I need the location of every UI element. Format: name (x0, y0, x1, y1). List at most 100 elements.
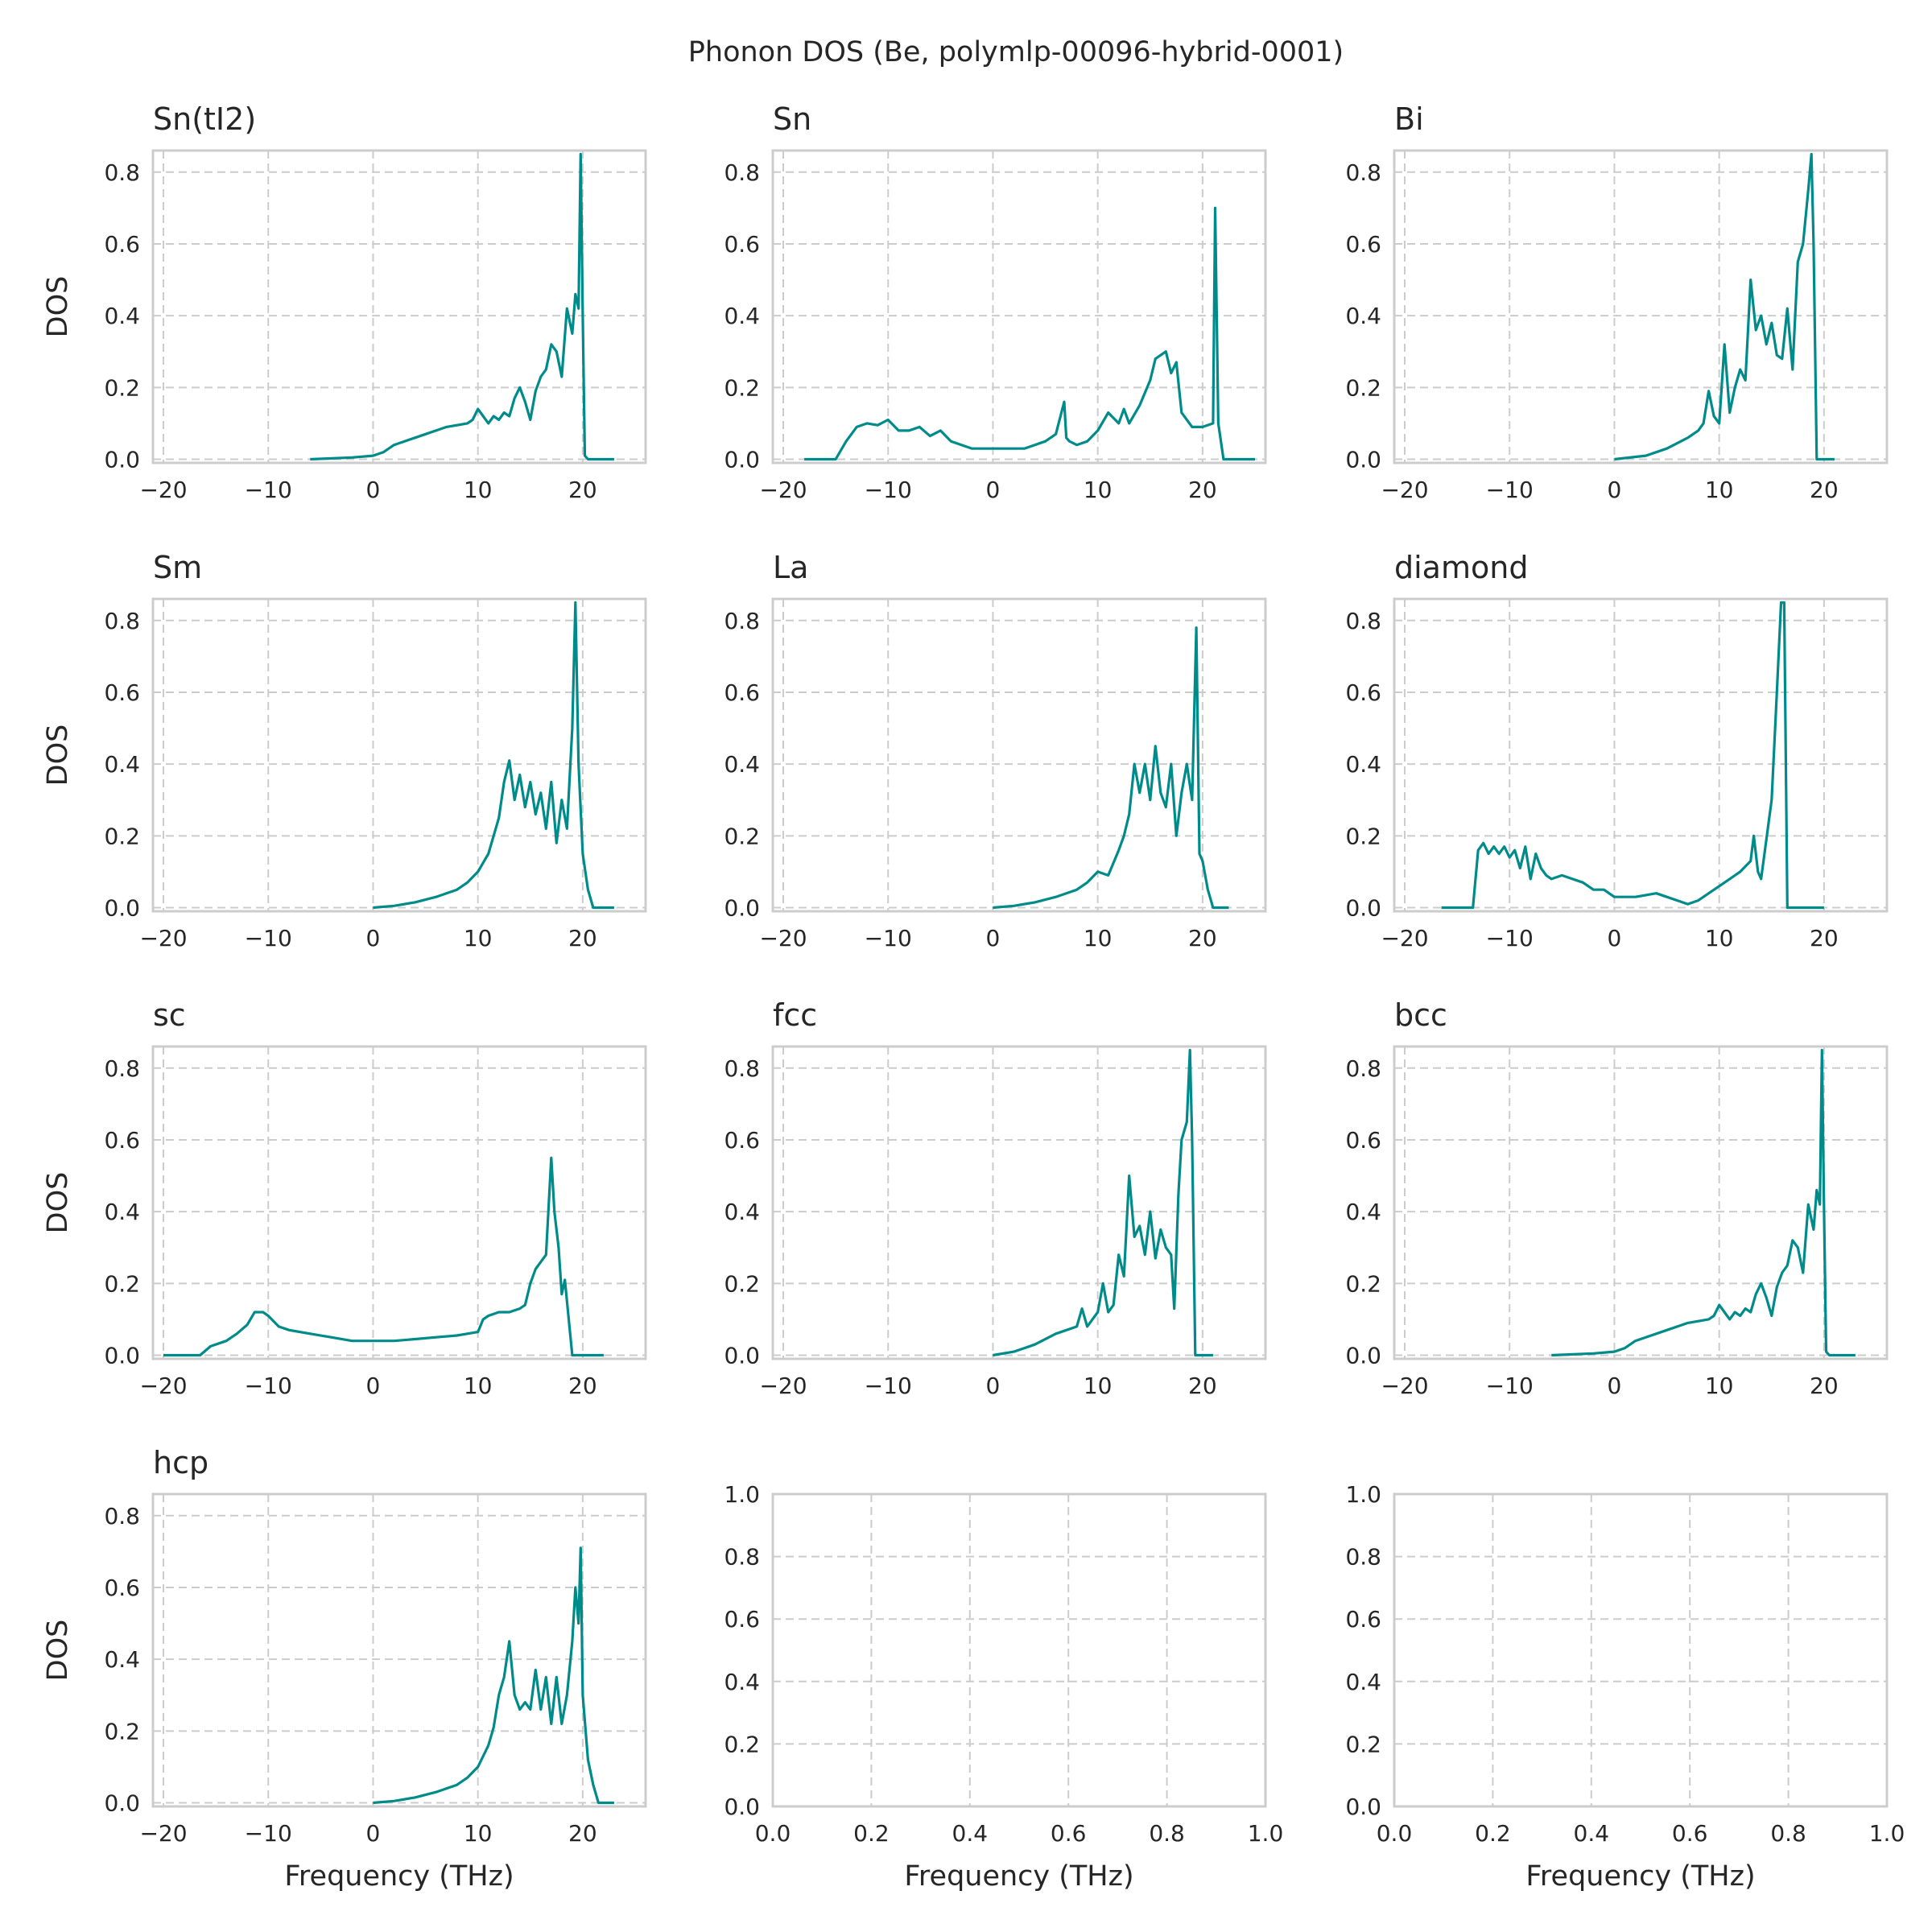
subplot-10: −20 −10 0 10 20 0.0 0.2 0.4 0.6 0.8 hcp DOS Frequenc… (42, 1445, 647, 1893)
y-tick-label: 0.4 (104, 303, 140, 329)
y-tick-label: 0.4 (104, 1199, 140, 1225)
subplot-6: −20 −10 0 10 20 0.0 0.2 0.4 0.6 0.8 diamond (1345, 550, 1889, 952)
x-tick-label: 0.6 (1672, 1820, 1708, 1847)
x-tick-label: −10 (245, 1820, 292, 1847)
x-tick-label: 20 (568, 925, 597, 952)
y-tick-label: 0.0 (724, 895, 760, 922)
x-tick-label: 10 (464, 477, 493, 503)
y-tick-label: 0.6 (1345, 679, 1381, 706)
axes-frame (771, 149, 1267, 464)
y-tick-label: 0.2 (104, 1270, 140, 1297)
y-tick-label: 0.8 (724, 608, 760, 634)
dos-line (1551, 1048, 1856, 1357)
axes-frame (151, 149, 647, 464)
dos-line (804, 206, 1255, 461)
dos-line (310, 152, 614, 461)
x-tick-label: 20 (1188, 925, 1217, 952)
x-tick-label: −10 (245, 477, 292, 503)
y-tick-label: 0.8 (724, 159, 760, 186)
x-tick-label: 20 (1810, 477, 1839, 503)
y-tick-label: 0.4 (104, 751, 140, 778)
subplot-title: fcc (773, 997, 817, 1033)
x-tick-label: −20 (759, 1373, 807, 1399)
x-tick-label: 0 (366, 477, 381, 503)
x-tick-label: 10 (1084, 1373, 1113, 1399)
x-tick-label: −10 (865, 477, 912, 503)
y-tick-label: 0.4 (1345, 303, 1381, 329)
x-tick-label: −10 (1486, 1373, 1534, 1399)
x-tick-label: 10 (464, 925, 493, 952)
x-tick-label: 20 (1810, 925, 1839, 952)
x-tick-label: 10 (1705, 477, 1734, 503)
y-tick-label: 0.8 (724, 1544, 760, 1571)
x-tick-label: 0 (366, 925, 381, 952)
y-tick-label: 0.4 (1345, 1199, 1381, 1225)
x-tick-label: 0.4 (1574, 1820, 1610, 1847)
y-tick-label: 0.4 (1345, 751, 1381, 778)
y-tick-label: 0.8 (104, 1503, 140, 1530)
subplot-1: −20 −10 0 10 20 0.0 0.2 0.4 0.6 0.8 Sn(tI2) DOS (42, 101, 647, 503)
axes-frame (771, 597, 1267, 913)
x-tick-label: −20 (1381, 477, 1428, 503)
x-tick-label: 10 (464, 1820, 493, 1847)
subplot-12: 0.0 0.2 0.4 0.6 0.8 1.0 0.0 0.2 0.4 0.6 0.8 1.0 Freq… (1345, 1481, 1905, 1893)
subplot-4: −20 −10 0 10 20 0.0 0.2 0.4 0.6 0.8 Sm DOS (42, 550, 647, 952)
x-tick-label: 0 (366, 1373, 381, 1399)
axes-frame (1393, 149, 1889, 464)
subplot-title: diamond (1394, 550, 1528, 585)
x-tick-label: 0 (986, 477, 1001, 503)
y-tick-label: 0.6 (1345, 1606, 1381, 1633)
y-tick-label: 0.4 (1345, 1669, 1381, 1695)
y-tick-label: 1.0 (1345, 1481, 1381, 1508)
dos-line (373, 1546, 614, 1805)
y-tick-label: 0.0 (724, 447, 760, 473)
x-tick-label: −20 (139, 1373, 187, 1399)
axes-frame (771, 1045, 1267, 1360)
y-tick-label: 0.2 (104, 823, 140, 849)
axes-frame (1393, 597, 1889, 913)
x-tick-label: 10 (1084, 477, 1113, 503)
y-tick-label: 0.4 (104, 1646, 140, 1673)
axes-frame (151, 1492, 647, 1808)
y-tick-label: 0.0 (1345, 1794, 1381, 1820)
subplot-title: La (773, 550, 808, 585)
y-tick-label: 0.6 (104, 1575, 140, 1601)
y-axis-label: DOS (42, 1620, 74, 1682)
y-tick-label: 0.6 (104, 231, 140, 258)
subplot-title: hcp (153, 1445, 208, 1480)
subplot-title: sc (153, 997, 186, 1033)
x-tick-label: 1.0 (1248, 1820, 1284, 1847)
x-tick-label: 0 (1608, 477, 1622, 503)
y-tick-label: 0.0 (1345, 447, 1381, 473)
x-tick-label: 10 (1705, 925, 1734, 952)
x-tick-label: 0.4 (952, 1820, 989, 1847)
axes-frame (1393, 1492, 1889, 1808)
y-tick-label: 0.4 (724, 303, 760, 329)
x-tick-label: 0.2 (1475, 1820, 1511, 1847)
x-tick-label: −10 (1486, 925, 1534, 952)
x-tick-label: 0 (986, 925, 1001, 952)
x-tick-label: 0.0 (755, 1820, 791, 1847)
subplot-9: −20 −10 0 10 20 0.0 0.2 0.4 0.6 0.8 bcc (1345, 997, 1889, 1399)
y-tick-label: 0.6 (724, 1127, 760, 1154)
x-tick-label: 0.2 (853, 1820, 890, 1847)
y-tick-label: 0.8 (1345, 1055, 1381, 1082)
axes-frame (1393, 1045, 1889, 1360)
y-tick-label: 0.8 (1345, 608, 1381, 634)
subplot-11: 0.0 0.2 0.4 0.6 0.8 1.0 0.0 0.2 0.4 0.6 0.8 1.0 Freq… (724, 1481, 1283, 1893)
y-axis-label: DOS (42, 276, 74, 338)
subplot-5: −20 −10 0 10 20 0.0 0.2 0.4 0.6 0.8 La (724, 550, 1267, 952)
subplot-title: Sn(tI2) (153, 101, 256, 137)
y-tick-label: 0.0 (724, 1343, 760, 1369)
x-tick-label: −20 (759, 477, 807, 503)
y-tick-label: 0.2 (1345, 374, 1381, 401)
x-tick-label: 20 (568, 477, 597, 503)
x-tick-label: 0.8 (1770, 1820, 1806, 1847)
x-tick-label: −20 (1381, 1373, 1428, 1399)
subplot-title: bcc (1394, 997, 1447, 1033)
subplot-title: Bi (1394, 101, 1424, 137)
x-tick-label: 0 (1608, 925, 1622, 952)
y-tick-label: 0.6 (724, 231, 760, 258)
x-tick-label: −20 (139, 477, 187, 503)
